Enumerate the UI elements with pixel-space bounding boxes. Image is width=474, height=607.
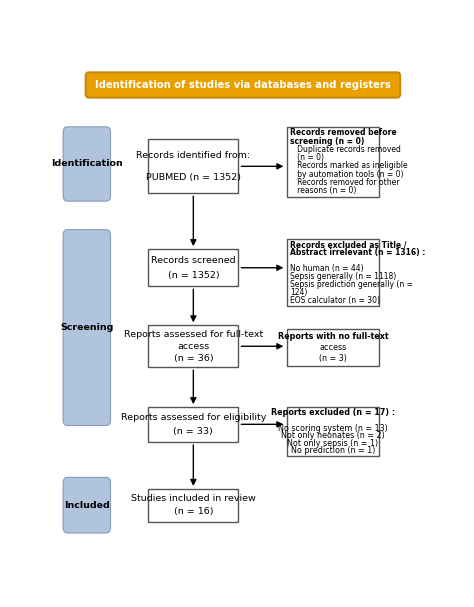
FancyBboxPatch shape [148, 325, 238, 367]
Text: access: access [319, 343, 346, 352]
Text: (n = 33): (n = 33) [173, 427, 213, 436]
Text: Identification of studies via databases and registers: Identification of studies via databases … [95, 80, 391, 90]
Text: Duplicate records removed: Duplicate records removed [290, 145, 401, 154]
Text: Reports excluded (n = 17) :: Reports excluded (n = 17) : [271, 409, 395, 418]
Text: No scoring system (n = 13): No scoring system (n = 13) [278, 424, 388, 433]
FancyBboxPatch shape [148, 249, 238, 287]
Text: (n = 36): (n = 36) [173, 354, 213, 363]
Text: Screening: Screening [60, 323, 113, 332]
Text: Not only neonates (n = 2): Not only neonates (n = 2) [281, 431, 385, 440]
Text: Reports assessed for full-text: Reports assessed for full-text [124, 330, 263, 339]
Text: Identification: Identification [51, 160, 123, 169]
Text: by automation tools (n = 0): by automation tools (n = 0) [290, 169, 403, 178]
FancyBboxPatch shape [148, 140, 238, 193]
Text: Abstract irrelevant (n = 1316) :: Abstract irrelevant (n = 1316) : [290, 248, 425, 257]
Text: Records removed before: Records removed before [290, 128, 397, 137]
Text: Sepsis prediction generally (n =: Sepsis prediction generally (n = [290, 280, 413, 289]
FancyBboxPatch shape [63, 229, 110, 426]
Text: Reports with no full-text: Reports with no full-text [278, 333, 388, 342]
Text: (n = 1352): (n = 1352) [167, 271, 219, 280]
Text: Not only sepsis (n = 1): Not only sepsis (n = 1) [287, 439, 378, 447]
Text: Records excluded as Title /: Records excluded as Title / [290, 240, 406, 249]
FancyBboxPatch shape [287, 127, 379, 197]
FancyBboxPatch shape [287, 329, 379, 367]
Text: Records marked as ineligible: Records marked as ineligible [290, 161, 408, 171]
Text: (n = 16): (n = 16) [173, 507, 213, 516]
Text: PUBMED (n = 1352): PUBMED (n = 1352) [146, 172, 241, 181]
FancyBboxPatch shape [287, 239, 379, 307]
FancyBboxPatch shape [148, 489, 238, 521]
Text: EOS calculator (n = 30): EOS calculator (n = 30) [290, 296, 380, 305]
Text: Records identified from:: Records identified from: [136, 151, 250, 160]
Text: (n = 0): (n = 0) [290, 153, 324, 162]
Text: Records screened: Records screened [151, 256, 236, 265]
Text: Included: Included [64, 501, 109, 510]
Text: access: access [177, 342, 210, 351]
FancyBboxPatch shape [86, 72, 400, 98]
Text: Studies included in review: Studies included in review [131, 494, 255, 503]
Text: No prediction (n = 1): No prediction (n = 1) [291, 446, 375, 455]
FancyBboxPatch shape [148, 407, 238, 442]
Text: 124): 124) [290, 288, 307, 297]
Text: No human (n = 44): No human (n = 44) [290, 264, 364, 273]
FancyBboxPatch shape [63, 477, 110, 533]
Text: Reports assessed for eligibility: Reports assessed for eligibility [121, 413, 266, 422]
Text: Sepsis generally (n = 1118): Sepsis generally (n = 1118) [290, 272, 396, 281]
Text: Records removed for other: Records removed for other [290, 178, 400, 187]
FancyBboxPatch shape [287, 407, 379, 456]
Text: (n = 3): (n = 3) [319, 354, 347, 363]
Text: screening (n = 0): screening (n = 0) [290, 137, 365, 146]
Text: reasons (n = 0): reasons (n = 0) [290, 186, 356, 195]
FancyBboxPatch shape [63, 127, 110, 201]
